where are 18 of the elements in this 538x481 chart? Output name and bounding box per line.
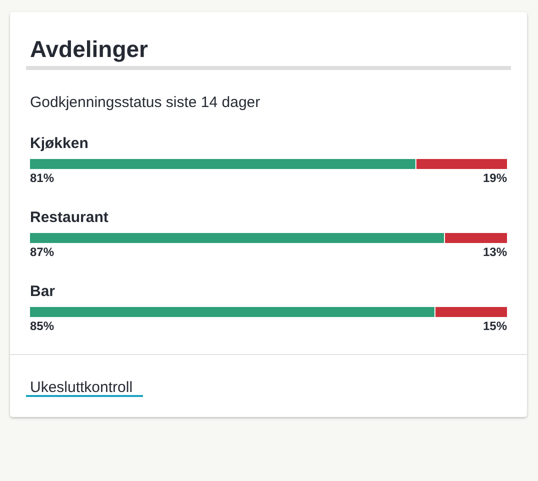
bar bbox=[416, 159, 507, 169]
data-label: 85% bbox=[30, 319, 54, 333]
data-label: 87% bbox=[30, 245, 54, 259]
bar bbox=[30, 307, 434, 317]
y-tick-label: Restaurant bbox=[30, 209, 108, 226]
data-label: 13% bbox=[482, 245, 508, 259]
bar bbox=[444, 233, 507, 243]
chart-title: Avdelinger bbox=[30, 36, 148, 62]
bar bbox=[30, 159, 416, 169]
bar bbox=[30, 233, 444, 243]
data-label: 15% bbox=[482, 319, 508, 333]
chart-subtitle: Godkjenningsstatus siste 14 dager bbox=[30, 94, 260, 111]
text: Ukesluttkontroll bbox=[30, 379, 133, 396]
y-tick-label: Bar bbox=[30, 283, 56, 300]
bar bbox=[435, 307, 507, 317]
data-label: 19% bbox=[482, 171, 508, 185]
y-tick-label: Kjøkken bbox=[30, 135, 88, 152]
data-label: 81% bbox=[30, 171, 54, 185]
